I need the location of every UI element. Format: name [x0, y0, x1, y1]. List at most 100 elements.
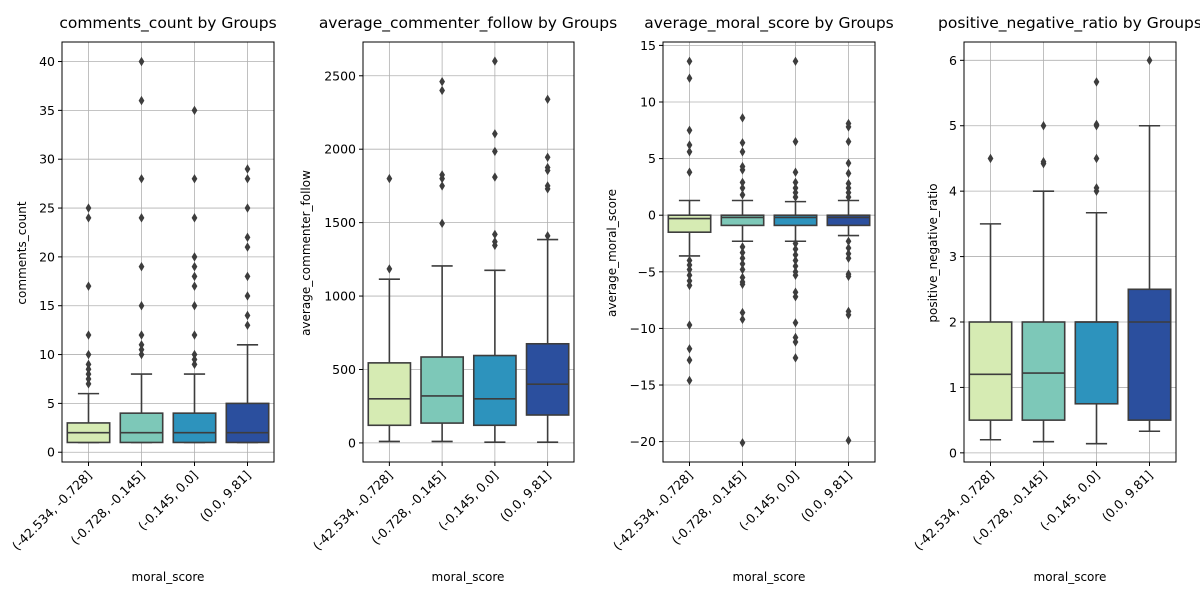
outlier-point: [1040, 121, 1047, 131]
outlier-point: [85, 379, 92, 389]
y-axis-label: positive_negative_ratio: [926, 183, 940, 322]
axes-frame: [662, 41, 876, 463]
outlier-point: [1040, 157, 1047, 167]
outlier-point: [739, 147, 746, 157]
outlier-point: [686, 167, 693, 177]
y-tick-label: 30: [39, 152, 55, 167]
chart-title: average_moral_score by Groups: [644, 14, 894, 33]
outlier-point: [85, 364, 92, 374]
outlier-point: [138, 261, 145, 272]
y-tick-label: 5: [648, 151, 656, 166]
outlier-point: [191, 330, 198, 340]
y-tick-label: 2000: [324, 142, 356, 157]
outlier-point: [439, 218, 446, 229]
outlier-point: [386, 264, 393, 274]
outlier-point: [386, 173, 393, 184]
outlier-point: [686, 73, 693, 83]
y-tick-label: 0: [949, 445, 957, 460]
outlier-point: [244, 310, 251, 321]
y-tick-label: 0: [348, 435, 356, 450]
outlier-point: [439, 76, 446, 87]
box: [968, 321, 1013, 421]
outlier-point: [544, 94, 551, 104]
outlier-point: [686, 140, 693, 150]
outlier-point: [792, 177, 799, 188]
outlier-point: [85, 349, 92, 360]
outlier-point: [244, 242, 251, 252]
outlier-point: [686, 375, 693, 386]
outlier-point: [191, 105, 198, 116]
x-axis-label: moral_score: [132, 570, 205, 584]
box: [119, 412, 164, 444]
x-axis-label: moral_score: [432, 570, 505, 584]
outlier-point: [191, 301, 198, 311]
outlier-point: [191, 354, 198, 365]
outlier-point: [686, 125, 693, 135]
panel-average-moral-score: average_moral_score by Groups average_mo…: [605, 14, 894, 584]
box-group: [968, 153, 1013, 441]
outlier-point: [845, 271, 852, 282]
outlier-point: [138, 56, 145, 67]
y-tick-label: 3: [949, 249, 957, 264]
outlier-point: [491, 146, 498, 157]
box: [420, 356, 465, 424]
y-axis-label: comments_count: [15, 201, 29, 304]
outlier-point: [244, 232, 251, 243]
box-group: [119, 56, 164, 444]
outlier-point: [244, 203, 251, 213]
box-group: [826, 118, 871, 446]
outlier-point: [491, 237, 498, 247]
outlier-point: [792, 238, 799, 249]
axes-frame: [61, 41, 275, 463]
outlier-point: [491, 172, 498, 182]
outlier-point: [191, 281, 198, 291]
outlier-point: [792, 318, 799, 328]
outlier-point: [845, 243, 852, 253]
y-tick-label: 10: [640, 95, 656, 110]
outlier-point: [85, 359, 92, 370]
outlier-point: [739, 183, 746, 193]
outlier-point: [85, 213, 92, 223]
outlier-point: [544, 231, 551, 241]
chart-title: average_commenter_follow by Groups: [319, 14, 617, 33]
box-group: [773, 56, 818, 363]
outlier-point: [739, 279, 746, 289]
outlier-point: [792, 244, 799, 254]
outlier-point: [138, 330, 145, 340]
outlier-point: [845, 158, 852, 168]
outlier-point: [739, 247, 746, 258]
outlier-point: [739, 253, 746, 263]
box: [826, 214, 871, 227]
outlier-point: [686, 264, 693, 275]
y-tick-label: 2: [949, 315, 957, 330]
outlier-point: [244, 164, 251, 174]
outlier-point: [792, 270, 799, 280]
outlier-point: [739, 177, 746, 188]
y-axis-label: average_commenter_follow: [299, 170, 313, 336]
x-tick-label: (0.0, 9.81]: [798, 468, 855, 525]
outlier-point: [686, 270, 693, 280]
x-tick-label: (0.0, 9.81]: [197, 468, 254, 525]
box: [1127, 288, 1172, 421]
box-group: [472, 56, 517, 443]
y-tick-label: 0: [648, 208, 656, 223]
outlier-point: [244, 174, 251, 184]
box: [1021, 321, 1066, 421]
outlier-point: [792, 56, 799, 66]
box: [667, 214, 712, 233]
outlier-point: [739, 259, 746, 269]
box-group: [367, 173, 412, 443]
outlier-point: [739, 113, 746, 123]
y-tick-label: 10: [39, 347, 55, 362]
box: [172, 412, 217, 444]
outlier-point: [439, 181, 446, 191]
y-tick-label: 20: [39, 249, 55, 264]
box-group: [66, 203, 111, 444]
outlier-point: [138, 213, 145, 223]
y-tick-label: 0: [47, 445, 55, 460]
outlier-point: [686, 56, 693, 66]
box: [720, 214, 765, 227]
outlier-point: [244, 291, 251, 301]
outlier-point: [686, 355, 693, 365]
outlier-point: [85, 330, 92, 340]
